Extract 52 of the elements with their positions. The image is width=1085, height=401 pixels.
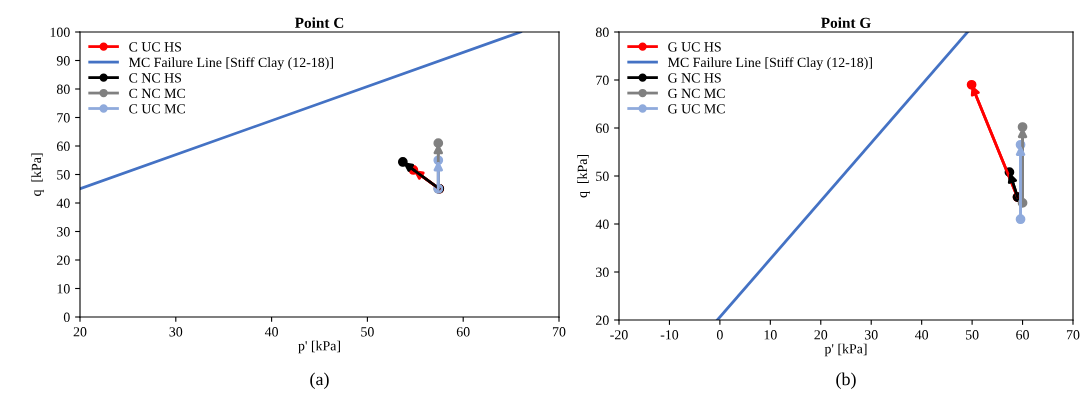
x-axis-title: p' [kPa]: [824, 343, 867, 357]
x-tick-label: 50: [361, 327, 374, 337]
y-tick-label: 60: [595, 123, 609, 133]
x-axis-title: p' [kPa]: [298, 340, 340, 354]
x-tick-label: 60: [456, 327, 470, 337]
legend-label: C UC MC: [129, 104, 185, 114]
x-tick-label: 40: [914, 330, 929, 340]
y-tick-label: 50: [596, 171, 609, 181]
y-tick-label: 20: [596, 315, 609, 325]
y-axis-title: q [kPa]: [31, 153, 44, 196]
chart-title: Point C: [294, 17, 344, 28]
x-tick-label: -10: [660, 330, 679, 340]
y-tick-label: 20: [57, 255, 70, 265]
x-tick-label: 30: [169, 327, 183, 337]
legend-label: C NC MC: [129, 88, 185, 99]
y-tick-label: 30: [57, 227, 70, 237]
y-tick-label: 0: [63, 312, 70, 322]
x-tick-label: 70: [552, 327, 566, 337]
legend-label: MC Failure Line [Stiff Clay (12-18)]: [668, 57, 872, 70]
x-tick-label: -20: [610, 330, 628, 340]
x-tick-label: 70: [1066, 330, 1080, 340]
legend-label: G UC MC: [668, 104, 725, 114]
text: (b): [836, 372, 856, 389]
y-tick-label: 100: [50, 27, 70, 37]
legend-label: G UC HS: [668, 42, 721, 52]
x-tick-label: 50: [965, 330, 979, 340]
x-tick-label: 20: [814, 330, 828, 340]
legend-label: C UC HS: [129, 42, 182, 52]
x-tick-label: 0: [716, 330, 723, 340]
y-tick-label: 50: [57, 170, 70, 180]
y-tick-label: 70: [57, 113, 70, 123]
x-tick-label: 40: [264, 327, 279, 337]
y-axis-title: q [kPa]: [577, 155, 590, 198]
y-tick-label: 60: [56, 141, 70, 151]
text: (a): [310, 372, 329, 389]
legend-label: G NC HS: [668, 73, 721, 83]
y-tick-label: 80: [595, 27, 609, 37]
y-tick-label: 40: [595, 219, 609, 229]
y-tick-label: 80: [56, 84, 70, 94]
x-tick-label: 60: [1016, 330, 1029, 340]
legend-label: MC Failure Line [Stiff Clay (12-18)]: [129, 57, 333, 70]
x-tick-label: 10: [764, 330, 777, 340]
y-tick-label: 40: [56, 198, 70, 208]
y-tick-label: 30: [596, 267, 609, 277]
chart-title: Point G: [821, 17, 871, 28]
y-tick-label: 70: [596, 75, 609, 85]
legend-label: C NC HS: [129, 73, 182, 83]
x-tick-label: 30: [864, 330, 878, 340]
x-tick-label: 20: [73, 327, 87, 337]
y-tick-label: 90: [56, 56, 70, 66]
legend-label: G NC MC: [668, 88, 725, 99]
y-tick-label: 10: [57, 284, 70, 294]
